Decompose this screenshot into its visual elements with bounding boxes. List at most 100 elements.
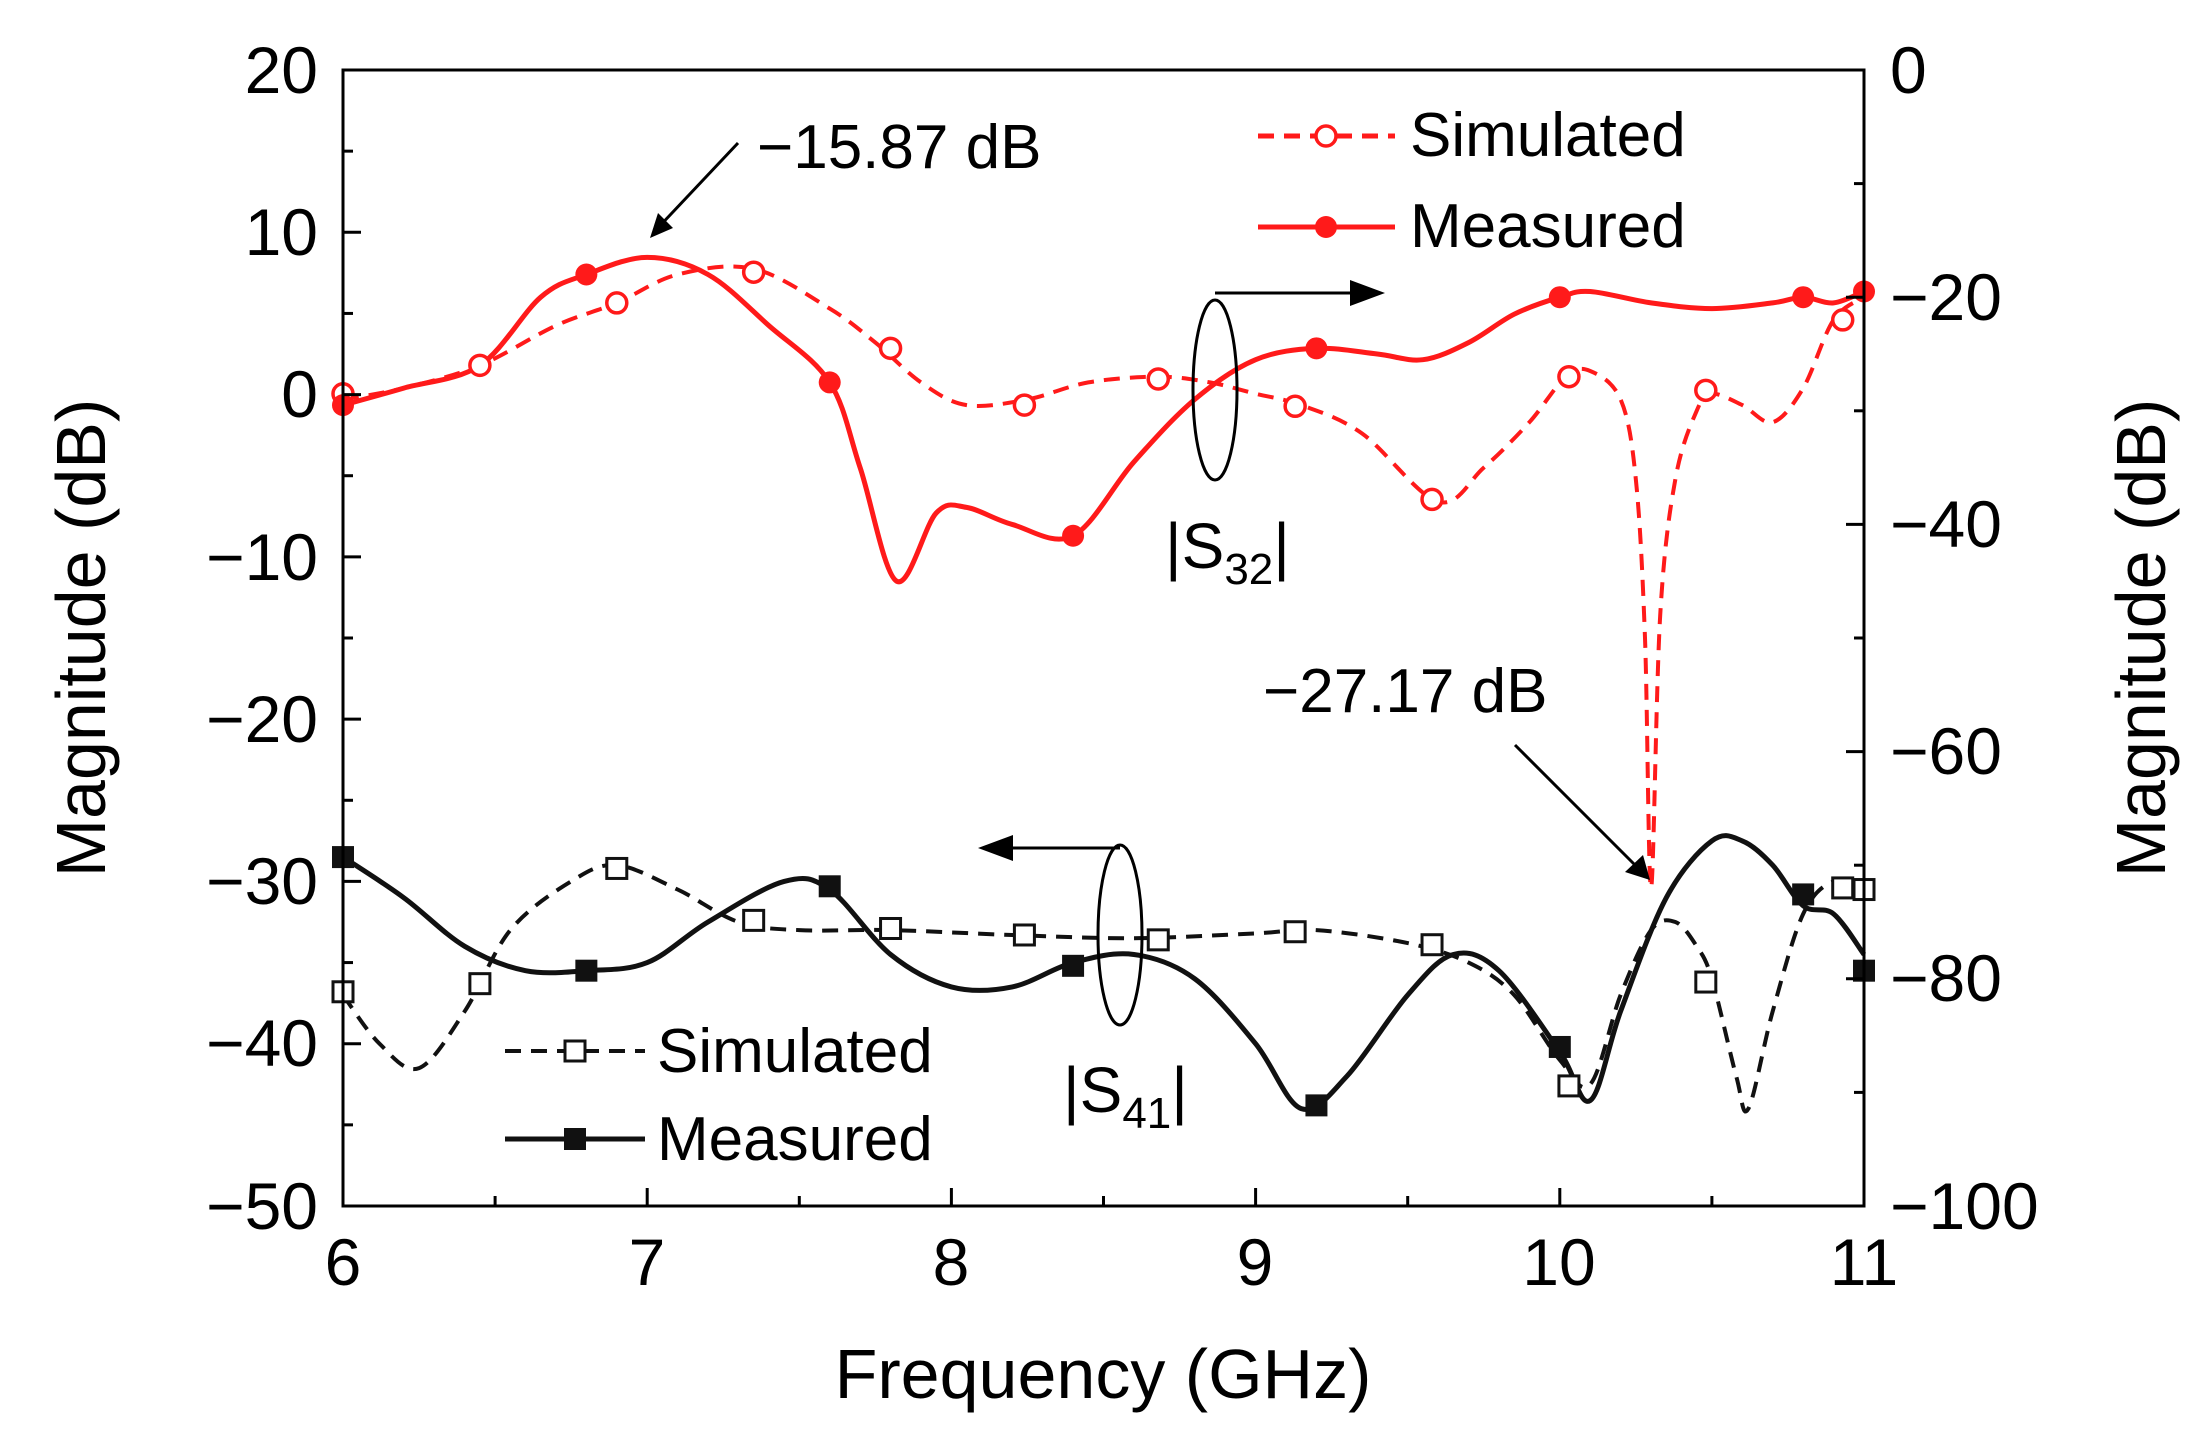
s41-group-indicator: |S41| (978, 835, 1188, 1138)
s41-label-sub: 41 (1122, 1089, 1171, 1138)
s32-arrowhead (1350, 280, 1385, 306)
s32-label: |S32| (1165, 510, 1290, 594)
s41-measured-marker (1062, 954, 1085, 977)
s41-simulated-marker (1557, 1074, 1581, 1098)
y-left-tick-label: −40 (206, 1006, 318, 1080)
annotation-peak: −15.87 dB (650, 113, 1041, 238)
s41-arrowhead (978, 835, 1013, 861)
axis-ticks (341, 68, 1866, 1208)
annotation-dip-label: −27.17 dB (1263, 657, 1547, 726)
y-right-tick-label: −20 (1890, 260, 2002, 334)
plot-markers (331, 260, 1876, 1117)
s41-measured-marker (1305, 1094, 1328, 1117)
s32-measured-marker (1548, 286, 1571, 309)
s32-simulated-marker (468, 353, 492, 378)
annotation-peak-arrowhead (650, 213, 673, 238)
s41-simulated-marker (605, 856, 629, 880)
y-left-tick-label: −30 (206, 844, 318, 918)
y-left-tick-label: 20 (245, 33, 318, 107)
y-left-tick-label: −20 (206, 682, 318, 756)
s41-label: |S41| (1063, 1054, 1188, 1138)
legend-bottom-simulated-marker (563, 1039, 587, 1063)
y-left-tick-label: 10 (245, 195, 318, 269)
s41-measured-line (341, 833, 1867, 1113)
s32-label-prefix: |S (1165, 510, 1224, 582)
s32-ellipse (1191, 298, 1239, 482)
s32-measured-marker (1792, 286, 1815, 309)
legend-top-simulated-label: Simulated (1410, 101, 1686, 170)
s32-simulated-marker (1283, 394, 1307, 419)
x-axis-title: Frequency (GHz) (835, 1335, 1372, 1413)
s41-simulated-marker (879, 916, 903, 940)
legend-bottom-measured-marker (564, 1128, 586, 1150)
s41-simulated-line (341, 863, 1865, 1114)
legend-top-simulated-marker (1314, 124, 1338, 148)
annotation-dip-arrow (1513, 743, 1642, 872)
s32-simulated-marker (605, 291, 629, 315)
s32-simulated-marker (1420, 487, 1444, 512)
s41-simulated-marker (1146, 928, 1170, 952)
s32-label-suffix: | (1273, 510, 1290, 582)
s41-label-suffix: | (1171, 1054, 1188, 1126)
s32-measured-marker (1062, 524, 1085, 547)
x-tick-label: 10 (1522, 1225, 1595, 1299)
s32-simulated-line (342, 264, 1866, 890)
plot-curves (341, 254, 1867, 1114)
y-right-tick-label: 0 (1890, 33, 1927, 107)
s41-measured-marker (818, 875, 841, 898)
annotation-peak-label: −15.87 dB (757, 113, 1041, 182)
s32-measured-marker (575, 263, 598, 286)
s32-measured-marker (818, 371, 841, 394)
y-left-tick-labels: 20 10 0 −10 −20 −30 −40 −50 (206, 33, 318, 1243)
x-tick-label: 7 (629, 1225, 666, 1299)
annotation-dip: −27.17 dB (1263, 657, 1650, 880)
y-right-tick-label: −80 (1890, 941, 2002, 1015)
s32-group-indicator: |S32| (1165, 280, 1385, 594)
s41-measured-marker (1548, 1035, 1571, 1058)
s41-simulated-marker (1283, 920, 1307, 944)
y-left-axis-title: Magnitude (dB) (42, 399, 120, 878)
y-right-tick-label: −40 (1890, 487, 2002, 561)
legend-bottom-measured-label: Measured (657, 1105, 933, 1174)
s32-simulated-marker (1694, 378, 1718, 403)
y-left-tick-label: −10 (206, 520, 318, 594)
legend-bottom: Simulated Measured (505, 1017, 933, 1174)
s32-simulated-marker (878, 336, 903, 361)
s32-label-sub: 32 (1224, 545, 1273, 594)
legend-top: Simulated Measured (1258, 101, 1686, 261)
s41-label-prefix: |S (1063, 1054, 1122, 1126)
s32-simulated-marker (1830, 308, 1855, 332)
legend-bottom-simulated-label: Simulated (657, 1017, 933, 1086)
s32-measured-line (342, 254, 1865, 584)
s32-measured-marker (1305, 337, 1328, 360)
y-right-tick-labels: 0 −20 −40 −60 −80 −100 (1890, 33, 2039, 1243)
s41-simulated-marker (1420, 933, 1444, 957)
s41-simulated-marker (1831, 876, 1855, 900)
x-tick-label: 11 (1830, 1225, 1899, 1299)
s32-simulated-marker (1557, 364, 1581, 389)
annotation-peak-arrow (653, 141, 740, 233)
y-left-tick-label: 0 (281, 357, 318, 431)
s41-simulated-marker (1012, 923, 1036, 947)
s41-measured-marker (1792, 883, 1815, 906)
y-right-axis-title: Magnitude (dB) (2102, 399, 2180, 878)
y-right-tick-label: −100 (1890, 1169, 2039, 1243)
y-left-tick-label: −50 (206, 1169, 318, 1243)
x-tick-label: 8 (933, 1225, 970, 1299)
x-tick-label: 9 (1237, 1225, 1274, 1299)
legend-top-measured-label: Measured (1410, 192, 1686, 261)
s41-simulated-marker (1694, 970, 1718, 994)
legend-top-measured-marker (1315, 216, 1337, 238)
annotation-dip-arrowhead (1625, 855, 1650, 880)
x-tick-labels: 6 7 8 9 10 11 (325, 1225, 1899, 1299)
s32-simulated-marker (741, 260, 766, 284)
s41-ellipse (1096, 843, 1144, 1027)
s32-simulated-marker (1012, 393, 1037, 417)
s41-simulated-marker (468, 972, 492, 996)
y-right-tick-label: −60 (1890, 714, 2002, 788)
s41-simulated-marker (742, 908, 766, 932)
x-tick-label: 6 (325, 1225, 362, 1299)
s32-simulated-marker (1146, 367, 1171, 391)
s41-measured-marker (575, 959, 598, 982)
